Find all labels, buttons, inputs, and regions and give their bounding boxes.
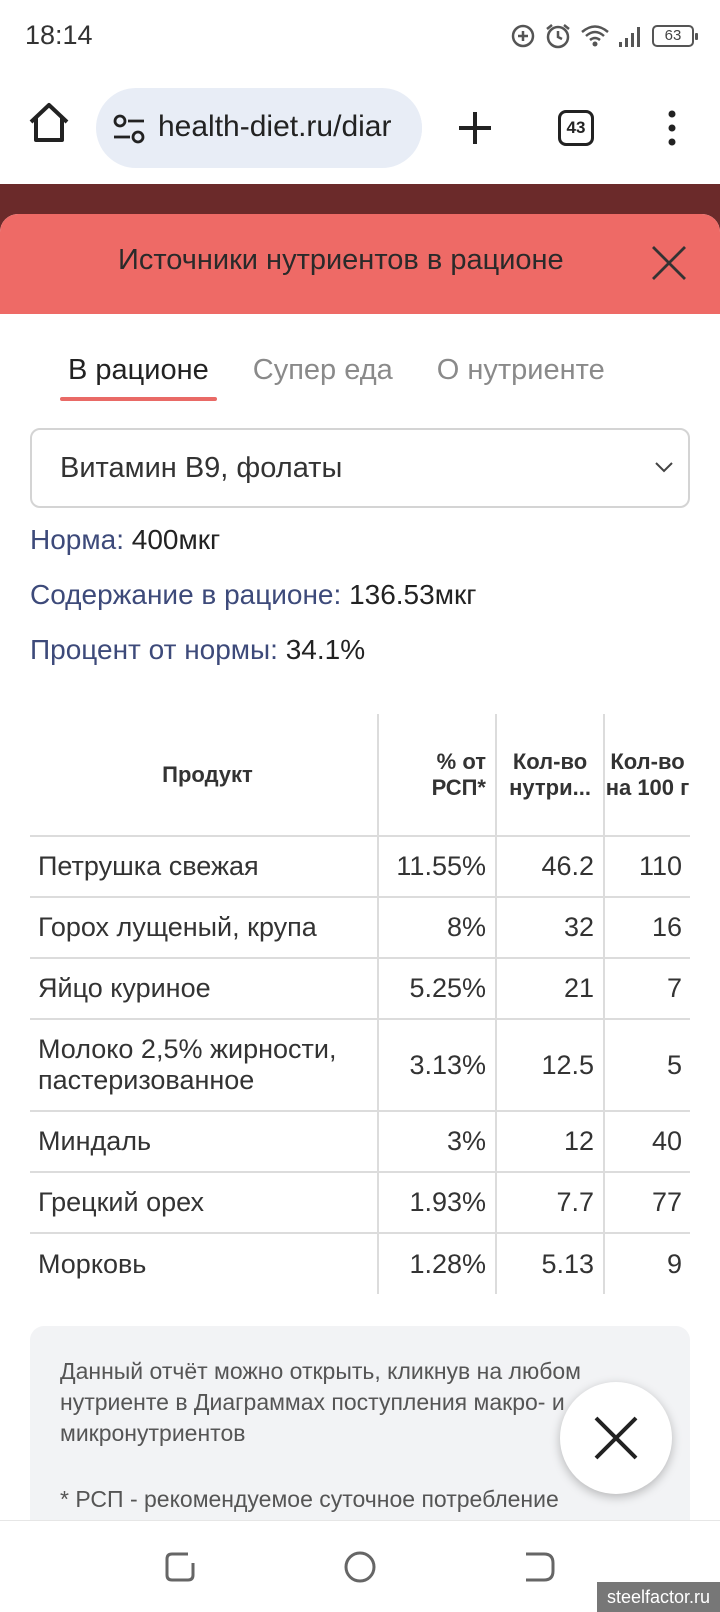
table-row[interactable]: Петрушка свежая 11.55% 46.2 110 — [30, 836, 690, 898]
header-per-100g[interactable]: Кол-во на 100 г — [603, 714, 690, 837]
table-row[interactable]: Грецкий орех 1.93% 7.7 77 — [30, 1172, 690, 1234]
nutrient-sources-table: Продукт % от РСП* Кол-во нутри... Кол-во… — [30, 714, 690, 1294]
new-tab-icon[interactable] — [455, 108, 495, 148]
tab-switcher-button[interactable]: 43 — [558, 110, 594, 146]
watermark: steelfactor.ru — [596, 1582, 720, 1612]
norm-line: Норма: 400мкг — [30, 524, 220, 556]
table-row[interactable]: Морковь 1.28% 5.13 9 — [30, 1233, 690, 1294]
browser-toolbar: health-diet.ru/diar 43 — [0, 74, 720, 182]
cell-per-100g: 77 — [603, 1172, 690, 1234]
norm-value: 400мкг — [131, 524, 221, 555]
percent-line: Процент от нормы: 34.1% — [30, 634, 365, 666]
tab-about-nutrient[interactable]: О нутриенте — [436, 354, 605, 386]
cell-product: Яйцо куриное — [30, 958, 378, 1020]
cell-percent: 3.13% — [377, 1019, 496, 1112]
modal-title: Источники нутриентов в рационе — [118, 244, 564, 276]
battery-icon: 63 — [652, 25, 698, 47]
content-value: 136.53мкг — [349, 579, 477, 610]
cell-amount: 5.13 — [495, 1233, 604, 1294]
cell-percent: 3% — [377, 1111, 496, 1173]
cell-product: Петрушка свежая — [30, 836, 378, 898]
table-header-row: Продукт % от РСП* Кол-во нутри... Кол-во… — [30, 714, 690, 837]
content-label: Содержание в рационе: — [30, 579, 342, 610]
content-line: Содержание в рационе: 136.53мкг — [30, 579, 476, 611]
norm-label: Норма: — [30, 524, 124, 555]
header-percent-rsp[interactable]: % от РСП* — [377, 714, 496, 837]
system-nav-bar: steelfactor.ru — [0, 1520, 720, 1612]
cell-percent: 1.28% — [377, 1233, 496, 1294]
cell-per-100g: 9 — [603, 1233, 690, 1294]
header-product[interactable]: Продукт — [30, 714, 378, 837]
cell-product: Грецкий орех — [30, 1172, 378, 1234]
modal-header: Источники нутриентов в рационе — [0, 214, 720, 314]
cell-per-100g: 5 — [603, 1019, 690, 1112]
cell-per-100g: 7 — [603, 958, 690, 1020]
home-nav-icon[interactable] — [342, 1549, 378, 1585]
address-bar[interactable]: health-diet.ru/diar — [96, 88, 422, 168]
nutrient-select[interactable]: Витамин B9, фолаты — [30, 428, 690, 508]
status-bar: 18:14 63 — [0, 0, 720, 74]
cell-percent: 5.25% — [377, 958, 496, 1020]
tab-in-diet[interactable]: В рационе — [60, 354, 217, 401]
url-text[interactable]: health-diet.ru/diar — [158, 110, 392, 143]
cell-product: Миндаль — [30, 1111, 378, 1173]
status-time: 18:14 — [25, 20, 93, 50]
note-text: Данный отчёт можно открыть, кликнув на л… — [60, 1358, 581, 1446]
cell-percent: 8% — [377, 897, 496, 959]
modal-tabs: В рационе Супер еда О нутриенте — [60, 354, 641, 401]
percent-label: Процент от нормы: — [30, 634, 278, 665]
cell-amount: 12.5 — [495, 1019, 604, 1112]
signal-icon — [619, 27, 640, 47]
wifi-icon — [581, 25, 609, 47]
cell-amount: 12 — [495, 1111, 604, 1173]
info-note: Данный отчёт можно открыть, кликнув на л… — [30, 1326, 690, 1520]
close-fab-button[interactable] — [560, 1382, 672, 1494]
table-row[interactable]: Миндаль 3% 12 40 — [30, 1111, 690, 1173]
cell-percent: 1.93% — [377, 1172, 496, 1234]
table-row[interactable]: Яйцо куриное 5.25% 21 7 — [30, 958, 690, 1020]
chevron-down-icon — [655, 462, 673, 473]
cell-amount: 21 — [495, 958, 604, 1020]
cell-product: Горох лущеный, крупа — [30, 897, 378, 959]
tab-super-food[interactable]: Супер еда — [252, 354, 393, 386]
site-settings-icon[interactable] — [112, 112, 146, 146]
nutrient-select-value: Витамин B9, фолаты — [60, 452, 343, 484]
close-icon — [594, 1416, 638, 1460]
cell-amount: 7.7 — [495, 1172, 604, 1234]
cell-percent: 11.55% — [377, 836, 496, 898]
alarm-icon — [546, 24, 570, 49]
cell-amount: 46.2 — [495, 836, 604, 898]
cell-per-100g: 16 — [603, 897, 690, 959]
status-icons: 63 — [510, 22, 698, 50]
cell-product: Морковь — [38, 1248, 147, 1279]
data-saver-icon — [511, 24, 535, 48]
nutrient-sources-modal: Источники нутриентов в рационе В рационе… — [0, 214, 720, 1520]
back-icon[interactable] — [522, 1549, 558, 1585]
header-nutrient-amount[interactable]: Кол-во нутри... — [495, 714, 604, 837]
url-fade — [402, 88, 422, 168]
close-icon[interactable] — [650, 244, 688, 282]
table-row[interactable]: Горох лущеный, крупа 8% 32 16 — [30, 897, 690, 959]
more-menu-icon[interactable] — [662, 108, 682, 148]
cell-product: Молоко 2,5% жирности, пастеризованное — [30, 1019, 378, 1112]
home-icon[interactable] — [26, 100, 72, 146]
cell-per-100g: 40 — [603, 1111, 690, 1173]
percent-value: 34.1% — [285, 634, 366, 665]
cell-amount: 32 — [495, 897, 604, 959]
cell-per-100g: 110 — [603, 836, 690, 898]
table-row[interactable]: Молоко 2,5% жирности, пастеризованное 3.… — [30, 1019, 690, 1112]
recents-icon[interactable] — [162, 1549, 198, 1585]
footnote: * РСП - рекомендуемое суточное потреблен… — [60, 1486, 559, 1512]
